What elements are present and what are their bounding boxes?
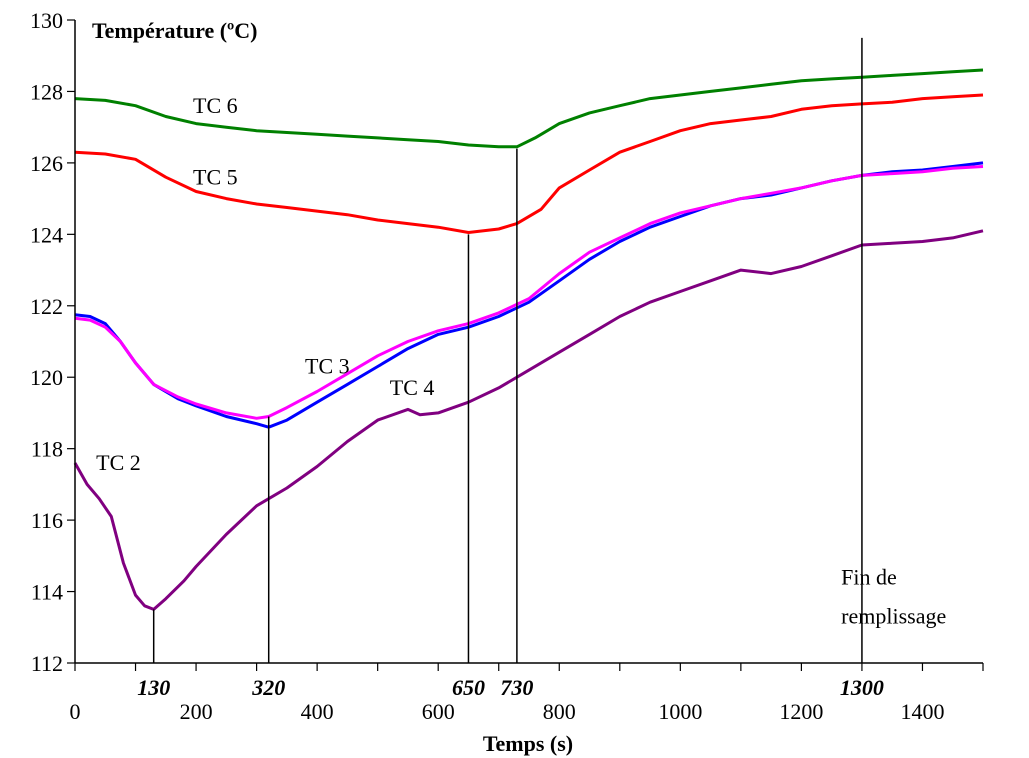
marker-label: 320 [251, 675, 285, 700]
series-line-tc-6 [74, 68, 984, 149]
series-line-tc-2 [73, 229, 984, 611]
series-label: TC 6 [193, 93, 238, 118]
y-tick-label: 130 [30, 8, 63, 33]
x-tick-label: 0 [70, 699, 81, 724]
series-label: TC 5 [193, 164, 238, 189]
y-tick-label: 112 [31, 651, 63, 676]
series-line-tc-4 [74, 165, 984, 420]
series-label: TC 3 [305, 354, 350, 379]
series-line-tc-3 [74, 161, 984, 429]
x-tick-label: 1200 [779, 699, 823, 724]
marker-label: 1300 [840, 675, 884, 700]
series-line-tc-5 [74, 93, 984, 234]
series-label: TC 2 [96, 450, 141, 475]
y-tick-label: 118 [31, 437, 63, 462]
x-tick-label: 600 [422, 699, 455, 724]
x-tick-label: 200 [180, 699, 213, 724]
annotation-text: remplissage [841, 604, 946, 629]
y-tick-label: 114 [31, 580, 63, 605]
x-tick-label: 400 [301, 699, 334, 724]
x-tick-label: 1000 [658, 699, 702, 724]
annotation-text: Fin de [841, 564, 897, 589]
y-tick-label: 116 [31, 508, 63, 533]
marker-label: 650 [452, 675, 485, 700]
y-tick-label: 122 [30, 294, 63, 319]
marker-label: 130 [137, 675, 170, 700]
series-layer: TC 6 TC 5 TC 3 TC 4 TC 2 [73, 68, 984, 611]
x-tick-label: 1400 [900, 699, 944, 724]
y-tick-label: 126 [30, 151, 63, 176]
marker-label: 730 [500, 675, 533, 700]
marker-lines: 130 320 650 730 1300 Fin de remplissage [137, 37, 946, 700]
x-axis-title: Temps (s) [483, 731, 573, 756]
series-label: TC 4 [390, 375, 435, 400]
y-tick-label: 128 [30, 79, 63, 104]
y-tick-label: 120 [30, 365, 63, 390]
y-tick-label: 124 [30, 222, 63, 247]
y-axis-title: Température (ºC) [92, 18, 258, 43]
x-tick-label: 800 [543, 699, 576, 724]
